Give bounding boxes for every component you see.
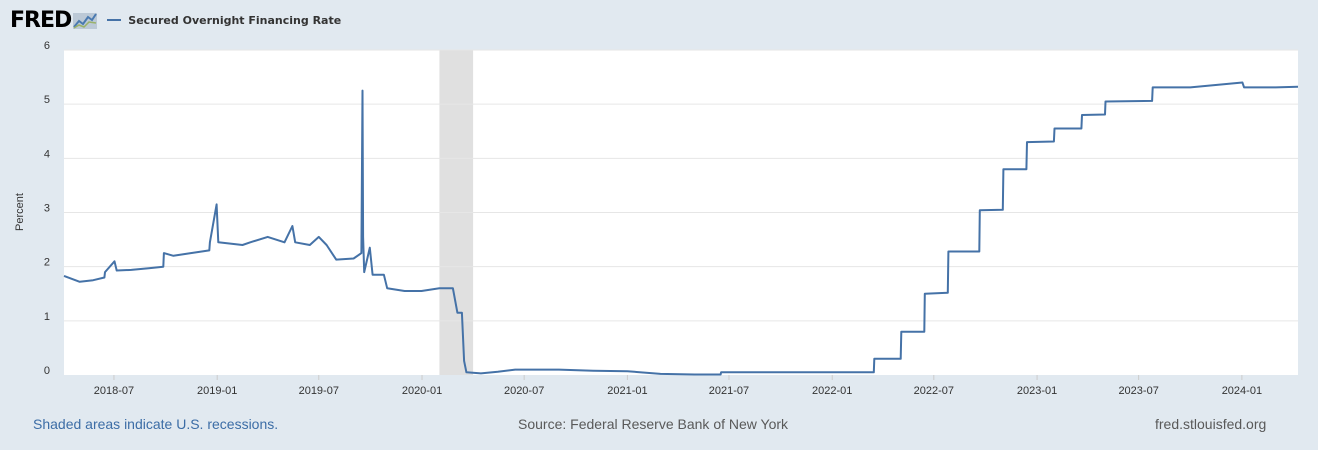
y-axis-label: Percent — [14, 193, 26, 231]
x-tick-label: 2021-07 — [709, 385, 749, 397]
y-tick-label: 5 — [44, 94, 50, 106]
trend-chart-icon — [73, 13, 98, 29]
x-tick-label: 2019-07 — [299, 385, 339, 397]
x-tick-label: 2019-01 — [197, 385, 237, 397]
recession-note[interactable]: Shaded areas indicate U.S. recessions. — [33, 416, 279, 432]
x-tick-label: 2023-01 — [1017, 385, 1057, 397]
line-chart[interactable]: 0 1 2 3 4 5 6 2018-07 2019-01 2019-07 2020-01 2020… — [0, 0, 1318, 410]
x-tick-label: 2022-01 — [812, 385, 852, 397]
legend-label: Secured Overnight Financing Rate — [128, 13, 342, 27]
x-tick-label: 2023-07 — [1118, 385, 1158, 397]
logo-text: FRED — [10, 7, 72, 33]
y-tick-label: 4 — [44, 148, 50, 160]
y-tick-label: 3 — [44, 203, 50, 215]
y-tick-label: 0 — [44, 365, 50, 377]
y-tick-label: 2 — [44, 257, 50, 269]
x-tick-label: 2020-01 — [402, 385, 442, 397]
x-tick-label: 2018-07 — [94, 385, 134, 397]
x-tick-label: 2021-01 — [607, 385, 647, 397]
x-tick-label: 2024-01 — [1222, 385, 1262, 397]
chart-header: FRED Secured Overnight Financing Rate — [10, 6, 341, 34]
chart-legend[interactable]: Secured Overnight Financing Rate — [107, 14, 341, 27]
x-tick-label: 2020-07 — [504, 385, 544, 397]
site-link[interactable]: fred.stlouisfed.org — [1155, 416, 1267, 432]
x-tick-label: 2022-07 — [914, 385, 954, 397]
series-line-sofr — [63, 81, 1299, 376]
y-tick-label: 6 — [44, 40, 50, 52]
fred-logo[interactable]: FRED — [10, 7, 98, 33]
y-tick-label: 1 — [44, 311, 50, 323]
source-note: Source: Federal Reserve Bank of New York — [518, 416, 789, 432]
legend-swatch — [107, 19, 122, 21]
